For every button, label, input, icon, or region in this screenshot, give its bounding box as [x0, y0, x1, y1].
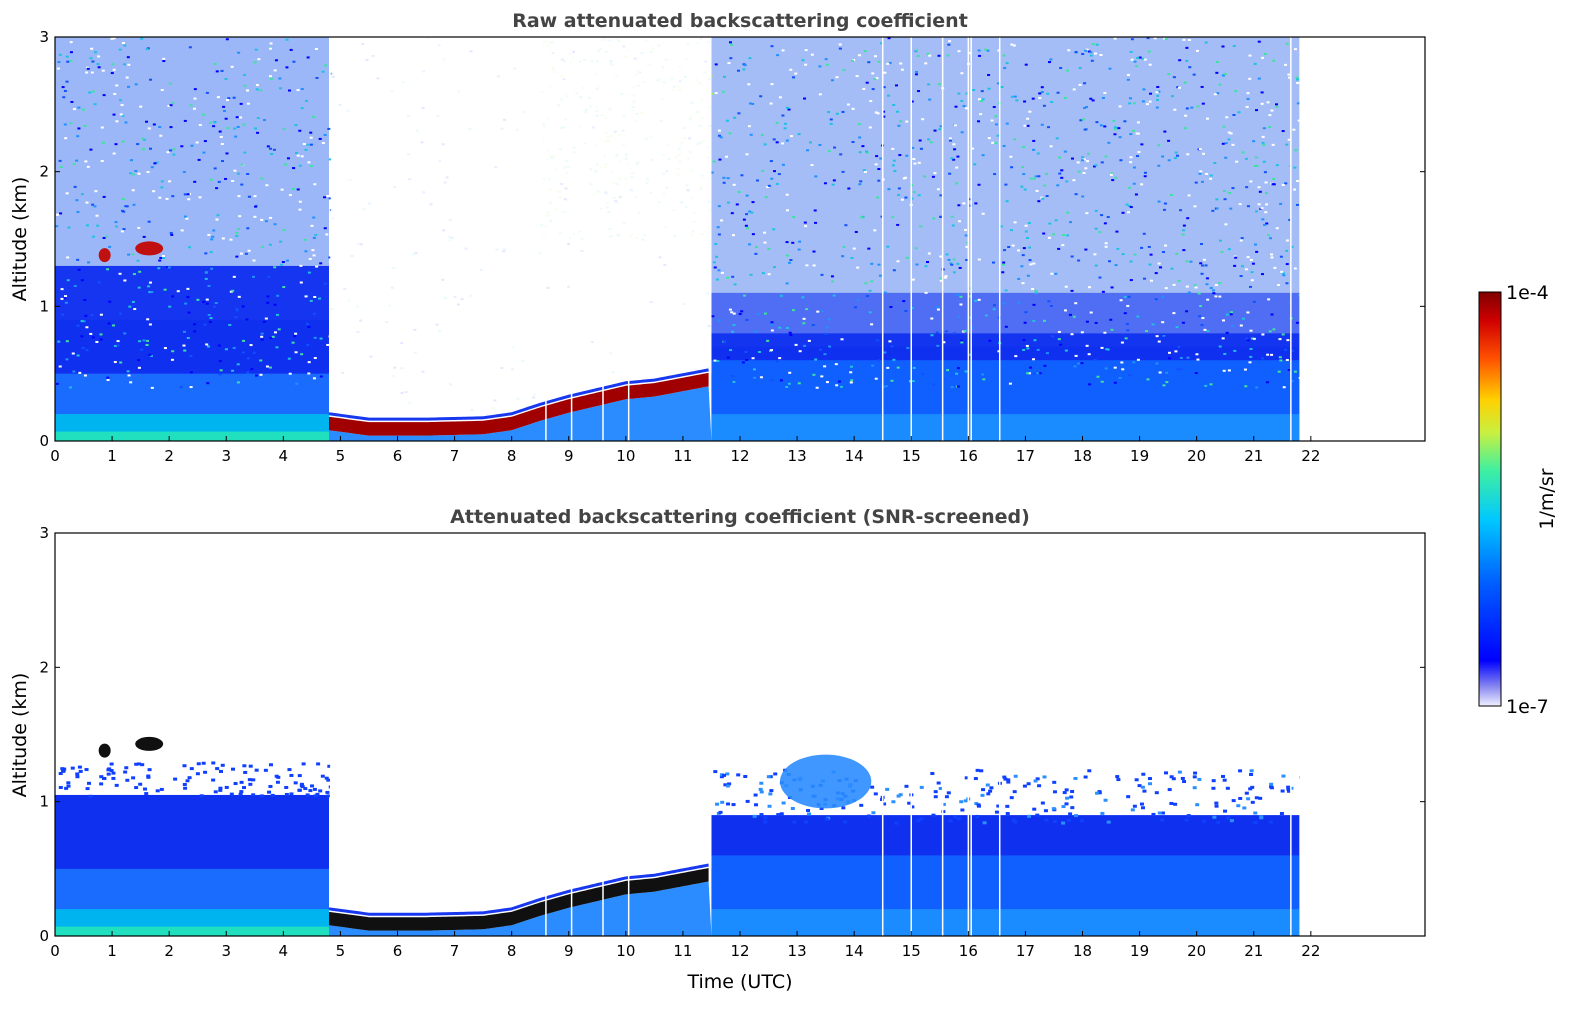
screened-edge [58, 754, 1304, 825]
x-tick-label: 7 [450, 942, 460, 960]
x-tick-label: 17 [1016, 942, 1035, 960]
y-tick-label: 2 [39, 658, 49, 676]
y-tick-label: 0 [39, 432, 49, 450]
x-tick-label: 5 [336, 942, 346, 960]
x-tick-label: 11 [673, 942, 692, 960]
x-tick-label: 16 [959, 447, 978, 465]
y-tick-label: 1 [39, 793, 49, 811]
x-tick-label: 17 [1016, 447, 1035, 465]
missing-data-columns [545, 37, 1292, 441]
x-tick-label: 12 [730, 447, 749, 465]
x-tick-label: 6 [393, 447, 403, 465]
boundary-layer-aerosol [55, 794, 1300, 936]
x-tick-label: 14 [845, 942, 864, 960]
x-tick-label: 19 [1130, 942, 1149, 960]
x-tick-label: 9 [564, 942, 574, 960]
snr-screened-panel: Attenuated backscattering coefficient (S… [9, 506, 1426, 993]
x-tick-label: 6 [393, 942, 403, 960]
x-tick-label: 2 [164, 942, 174, 960]
x-tick-label: 13 [788, 942, 807, 960]
x-tick-label: 10 [616, 942, 635, 960]
x-tick-label: 10 [616, 447, 635, 465]
x-tick-label: 20 [1187, 942, 1206, 960]
x-tick-label: 8 [507, 942, 517, 960]
x-tick-label: 0 [50, 942, 60, 960]
panel2-y-ticks: 0 1 2 3 [39, 524, 1425, 945]
noise-field [55, 37, 1302, 415]
x-tick-label: 0 [50, 447, 60, 465]
panel2-title: Attenuated backscattering coefficient (S… [450, 506, 1030, 528]
x-tick-label: 11 [673, 447, 692, 465]
x-tick-label: 12 [730, 942, 749, 960]
x-tick-label: 20 [1187, 447, 1206, 465]
colorbar-gradient [1478, 291, 1502, 707]
x-tick-label: 1 [107, 447, 117, 465]
y-tick-label: 3 [39, 28, 49, 46]
y-tick-label: 1 [39, 297, 49, 315]
x-tick-label: 16 [959, 942, 978, 960]
x-tick-label: 2 [164, 447, 174, 465]
x-tick-label: 15 [902, 447, 921, 465]
x-tick-label: 21 [1244, 942, 1263, 960]
panel2-x-label: Time (UTC) [686, 971, 792, 993]
x-tick-label: 18 [1073, 447, 1092, 465]
colorbar-min-label: 1e-7 [1506, 696, 1549, 718]
x-tick-label: 3 [221, 942, 231, 960]
x-tick-label: 22 [1301, 942, 1320, 960]
panel2-x-ticks: 0 1 2 3 4 5 6 7 8 9 10 11 12 13 14 15 16 17 18 19 20 21 22 [50, 931, 1320, 960]
panel2-data-layer [55, 533, 1425, 936]
panel1-title: Raw attenuated backscattering coefficien… [512, 10, 968, 32]
x-tick-label: 7 [450, 447, 460, 465]
panel1-data-layer [55, 37, 1425, 441]
x-tick-label: 19 [1130, 447, 1149, 465]
fog-cloud-layer [328, 37, 712, 441]
colorbar: 1e-4 1e-7 1/m/sr [1478, 282, 1558, 718]
x-tick-label: 18 [1073, 942, 1092, 960]
x-tick-label: 21 [1244, 447, 1263, 465]
y-tick-label: 2 [39, 163, 49, 181]
elevated-cloud [135, 241, 164, 256]
raw-backscatter-panel: Raw attenuated backscattering coefficien… [9, 10, 1426, 465]
panel1-y-ticks: 0 1 2 3 [39, 28, 1425, 450]
elevated-cloud [135, 736, 164, 751]
missing-data-columns [545, 533, 1292, 936]
x-tick-label: 22 [1301, 447, 1320, 465]
x-tick-label: 4 [279, 942, 289, 960]
panel1-y-label: Altitude (km) [9, 177, 31, 302]
elevated-cloud [98, 743, 111, 758]
x-tick-label: 15 [902, 942, 921, 960]
x-tick-label: 8 [507, 447, 517, 465]
x-tick-label: 13 [788, 447, 807, 465]
colorbar-unit-label: 1/m/sr [1536, 468, 1558, 529]
x-tick-label: 9 [564, 447, 574, 465]
panel1-x-ticks: 0 1 2 3 4 5 6 7 8 9 10 11 12 13 14 15 16 17 18 19 20 21 22 [50, 436, 1320, 465]
x-tick-label: 5 [336, 447, 346, 465]
x-tick-label: 1 [107, 942, 117, 960]
boundary-layer-aerosol [55, 265, 1300, 441]
x-tick-label: 4 [279, 447, 289, 465]
y-tick-label: 3 [39, 524, 49, 542]
fog-cloud-layer [328, 533, 712, 936]
x-tick-label: 14 [845, 447, 864, 465]
panel2-y-label: Altitude (km) [9, 673, 31, 798]
colorbar-max-label: 1e-4 [1506, 282, 1549, 304]
elevated-cloud [98, 248, 111, 263]
y-tick-label: 0 [39, 927, 49, 945]
x-tick-label: 3 [221, 447, 231, 465]
